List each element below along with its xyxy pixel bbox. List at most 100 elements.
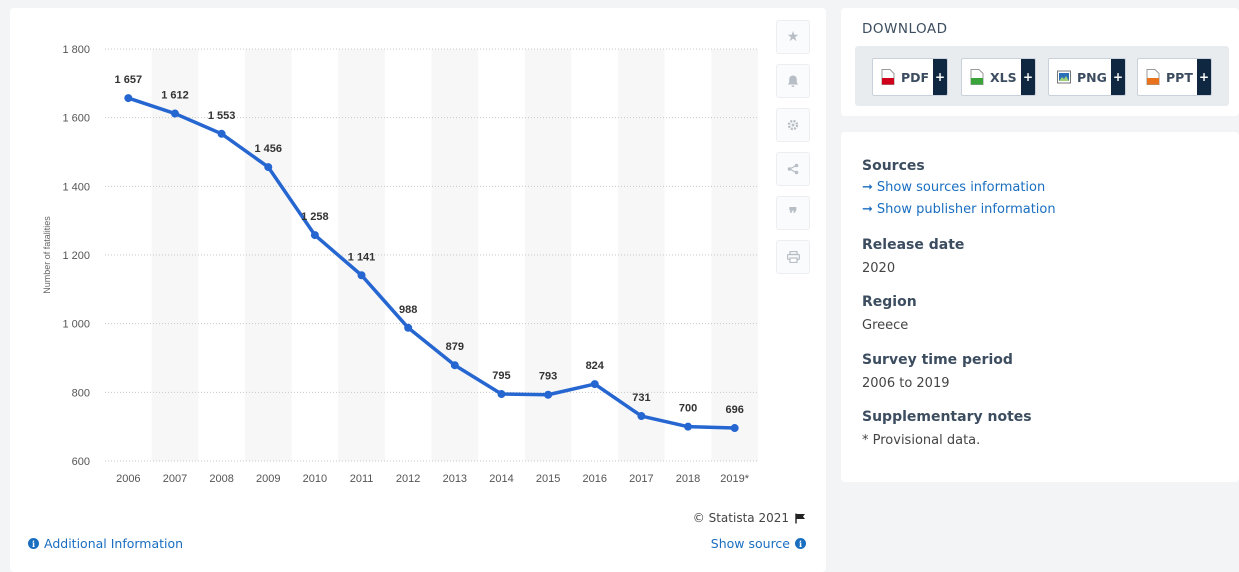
- png-image-icon: [1057, 69, 1071, 85]
- data-point: [124, 94, 133, 103]
- data-point: [310, 231, 319, 240]
- star-icon[interactable]: ★: [776, 20, 810, 54]
- info-icon: i: [795, 538, 806, 549]
- copyright: © Statista 2021: [693, 511, 806, 525]
- gear-icon[interactable]: [776, 108, 810, 142]
- column-band: [618, 49, 665, 461]
- y-tick-label: 1 600: [62, 113, 90, 125]
- data-point: [544, 390, 553, 399]
- copyright-text: © Statista 2021: [692, 511, 789, 525]
- data-point: [217, 129, 226, 138]
- download-xls-button[interactable]: XLS +: [961, 58, 1036, 96]
- y-tick-label: 1 800: [62, 44, 90, 56]
- show-publisher-label: Show publisher information: [876, 202, 1056, 217]
- y-tick-label: 1 400: [62, 181, 90, 193]
- x-tick-label: 2008: [209, 473, 233, 485]
- ppt-file-icon: [1146, 69, 1160, 85]
- data-point: [637, 412, 646, 421]
- data-label: 824: [586, 360, 605, 372]
- plus-icon: +: [1111, 59, 1125, 95]
- data-label: 731: [632, 392, 650, 404]
- data-point: [170, 109, 179, 118]
- plus-icon: +: [1021, 59, 1035, 95]
- ppt-label: PPT: [1166, 69, 1193, 85]
- line-chart: 600 800 1 000 1 200 1 400 1 600 1 800 Number of…: [42, 44, 758, 485]
- data-label: 879: [446, 341, 464, 353]
- download-card: DOWNLOAD PDF + XLS + PNG + P: [841, 8, 1239, 116]
- x-tick-label: 2011: [350, 473, 374, 485]
- x-tick-label: 2010: [303, 473, 327, 485]
- column-band: [431, 49, 479, 461]
- bell-icon[interactable]: [776, 64, 810, 98]
- x-tick-label: 2007: [163, 473, 187, 485]
- data-label: 1 657: [115, 74, 143, 86]
- x-tick-label: 2012: [396, 473, 420, 485]
- x-tick-label: 2016: [583, 473, 607, 485]
- additional-info-link[interactable]: i Additional Information: [28, 536, 183, 551]
- region-value: Greece: [862, 318, 909, 333]
- flag-icon[interactable]: [795, 513, 806, 524]
- x-tick-label: 2018: [676, 473, 700, 485]
- region-heading: Region: [862, 294, 917, 310]
- data-point: [684, 422, 693, 431]
- data-label: 696: [725, 404, 743, 416]
- show-source-link[interactable]: Show source i: [711, 536, 806, 551]
- show-source-label: Show source: [710, 536, 790, 551]
- download-pdf-button[interactable]: PDF +: [872, 58, 948, 96]
- data-label: 988: [399, 304, 417, 316]
- survey-period-heading: Survey time period: [862, 352, 1013, 368]
- y-tick-label: 1 200: [62, 250, 90, 262]
- data-label: 793: [539, 371, 557, 383]
- sources-heading: Sources: [862, 158, 925, 174]
- data-label: 1 612: [161, 90, 189, 102]
- show-sources-label: Show sources information: [876, 180, 1046, 195]
- y-tick-label: 1 000: [62, 319, 90, 331]
- data-point: [450, 361, 459, 370]
- show-sources-link[interactable]: ➞ Show sources information: [862, 180, 1045, 195]
- data-point: [404, 323, 413, 332]
- column-band: [711, 49, 758, 461]
- release-date-value: 2020: [862, 261, 896, 276]
- data-point: [590, 380, 599, 389]
- data-label: 1 553: [208, 110, 236, 122]
- x-tick-label: 2019*: [720, 473, 749, 485]
- png-label: PNG: [1077, 69, 1107, 85]
- additional-info-label: Additional Information: [44, 536, 184, 551]
- supplementary-notes-value: * Provisional data.: [862, 433, 981, 448]
- print-icon[interactable]: [776, 240, 810, 274]
- column-band: [244, 49, 292, 461]
- data-label: 1 141: [348, 251, 376, 263]
- chart-card: 600 800 1 000 1 200 1 400 1 600 1 800 Number of…: [10, 8, 826, 572]
- data-point: [497, 390, 506, 399]
- series-line: [126, 96, 737, 430]
- details-card: Sources ➞ Show sources information ➞ Sho…: [841, 132, 1239, 482]
- data-point: [264, 163, 273, 172]
- y-tick-label: 600: [72, 456, 90, 468]
- x-tick-label: 2013: [443, 473, 467, 485]
- pdf-label: PDF: [901, 69, 930, 85]
- plus-icon: +: [1197, 59, 1211, 95]
- arrow-right-icon: ➞: [862, 180, 873, 195]
- chart-toolbar: ★ ❞: [776, 20, 814, 284]
- x-tick-label: 2009: [256, 473, 280, 485]
- download-title: DOWNLOAD: [862, 21, 948, 37]
- x-tick-label: 2015: [536, 473, 560, 485]
- y-axis-title: Number of fatalities: [42, 216, 52, 294]
- release-date-heading: Release date: [862, 237, 965, 253]
- xls-file-icon: [970, 69, 984, 85]
- x-tick-label: 2017: [629, 473, 653, 485]
- x-tick-label: 2014: [489, 473, 513, 485]
- show-publisher-link[interactable]: ➞ Show publisher information: [862, 202, 1056, 217]
- download-png-button[interactable]: PNG +: [1048, 58, 1126, 96]
- quote-icon[interactable]: ❞: [776, 196, 810, 230]
- share-icon[interactable]: [776, 152, 810, 186]
- data-label: 700: [679, 403, 697, 415]
- xls-label: XLS: [990, 69, 1017, 85]
- download-bar: PDF + XLS + PNG + PPT +: [855, 46, 1229, 106]
- download-ppt-button[interactable]: PPT +: [1137, 58, 1212, 96]
- info-icon: i: [28, 538, 39, 549]
- x-tick-label: 2006: [116, 473, 140, 485]
- data-label: 1 456: [254, 143, 282, 155]
- plus-icon: +: [933, 59, 947, 95]
- supplementary-notes-heading: Supplementary notes: [862, 409, 1032, 425]
